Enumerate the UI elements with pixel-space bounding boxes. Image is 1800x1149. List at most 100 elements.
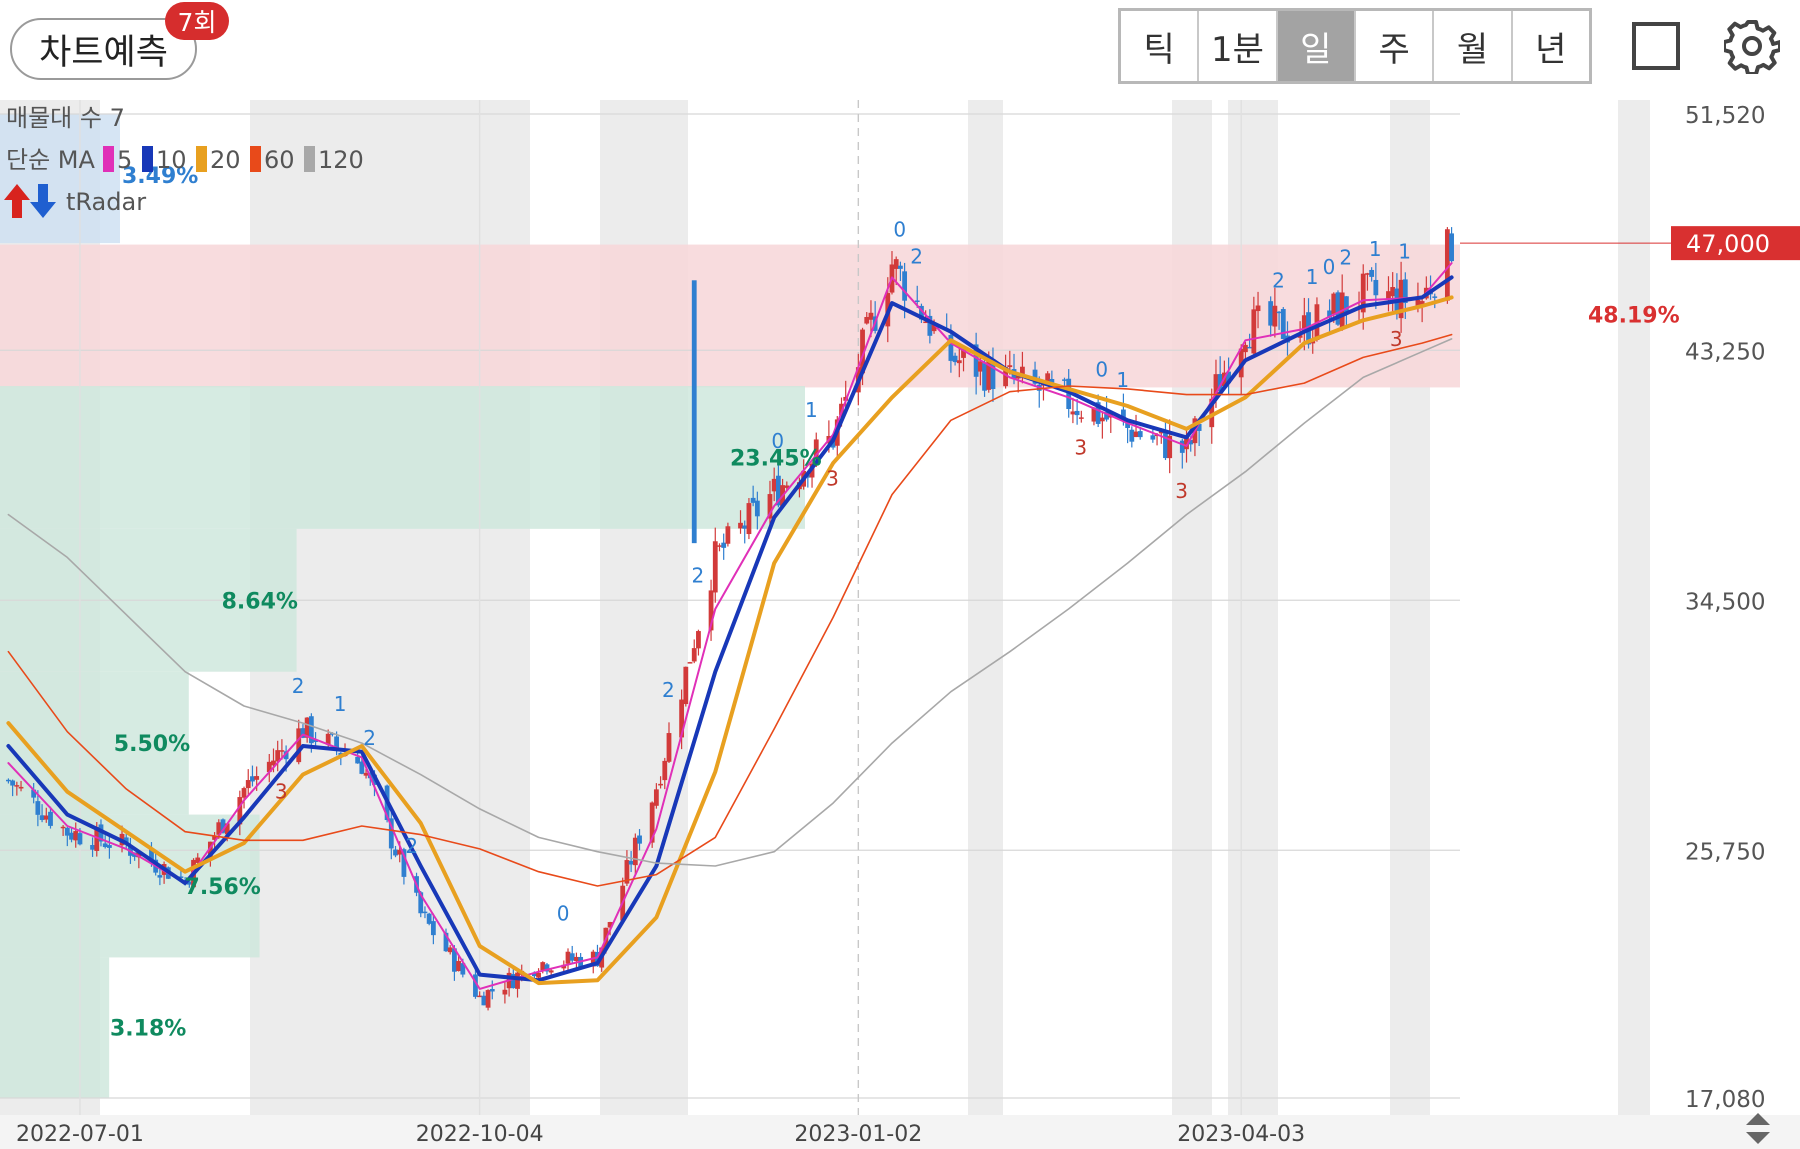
gear-icon[interactable] [1720, 14, 1784, 78]
candle-body [1331, 293, 1337, 314]
tab-week[interactable]: 주 [1356, 11, 1435, 81]
volume-profile-bar [0, 114, 120, 244]
candle-body [868, 312, 874, 320]
candle-body [271, 760, 276, 766]
candle-body [1070, 411, 1076, 415]
tab-year[interactable]: 년 [1535, 29, 1567, 70]
ma-60-swatch [250, 146, 261, 172]
candle-body [1062, 379, 1067, 381]
moving-averages [6, 262, 1454, 990]
candle-body [422, 911, 428, 914]
candle-body [6, 779, 11, 782]
square-icon[interactable] [1624, 14, 1688, 78]
candle-body [296, 728, 302, 763]
volume-profile [0, 114, 805, 1098]
radar-arrows-icon [4, 184, 56, 218]
radar-marker: 2 [363, 726, 376, 750]
candle-body [220, 819, 226, 833]
candle-body [961, 349, 966, 358]
candle-body [1217, 374, 1223, 392]
candle-body [102, 843, 108, 848]
candle-body [106, 845, 112, 848]
candle-body [653, 789, 659, 806]
radar-marker: 1 [805, 398, 818, 422]
candle-body [750, 497, 756, 503]
candle-body [1163, 431, 1168, 459]
y-tick-label: 17,080 [1685, 1087, 1765, 1113]
volume-profile-bar [0, 386, 805, 529]
candle-body [860, 329, 865, 374]
ma-10-swatch [142, 146, 153, 172]
candle-body [60, 826, 66, 829]
tab-month[interactable]: 월 [1434, 11, 1513, 81]
candle-body [502, 989, 508, 995]
ma-20-label: 20 [210, 146, 241, 174]
candle-body [649, 802, 655, 843]
volume-profile-label: 48.19% [1588, 304, 1680, 329]
candle-body [1074, 410, 1080, 416]
candle-body [687, 662, 693, 664]
volume-profile-label: 5.50% [114, 732, 190, 757]
candle-body [1390, 287, 1396, 297]
ma-5-swatch [103, 146, 114, 172]
candle-body [902, 271, 908, 301]
tab-1min[interactable]: 1분 [1199, 11, 1278, 81]
candle-body [574, 956, 579, 962]
candle-body [1129, 429, 1135, 442]
candle-body [1091, 407, 1097, 422]
candle-body [1133, 431, 1139, 438]
candle-body [691, 280, 697, 544]
tab-tick[interactable]: 틱 [1121, 11, 1200, 81]
volume-profile-labels: 3.49% 23.45% 8.64% 5.50% 7.56% 3.18% 48.19% [110, 164, 1680, 1042]
candle-body [334, 736, 339, 749]
candle-body [1449, 233, 1454, 262]
x-tick-label: 2022-07-01 [16, 1122, 144, 1147]
candle-body [1335, 292, 1341, 325]
candle-body [813, 439, 819, 459]
resistance-zone [0, 244, 1460, 388]
candle-body [279, 750, 285, 752]
candle-body [355, 756, 361, 764]
candle-body [754, 500, 760, 517]
candle-body [973, 344, 979, 377]
radar-marker: 0 [1323, 255, 1336, 279]
candle-body [746, 503, 752, 535]
candle-body [489, 989, 495, 992]
radar-marker: 1 [1306, 265, 1319, 289]
candle-body [237, 797, 243, 825]
candle-body [632, 837, 638, 866]
grid-lines [0, 100, 1460, 1115]
ma-20-line [6, 295, 1454, 986]
candle-body [927, 315, 933, 336]
candle-body [1226, 371, 1231, 384]
predict-count-badge: 7회 [165, 2, 229, 40]
candle-body [1104, 412, 1109, 420]
candle-body [73, 831, 79, 841]
legend-ma-title: 단순 MA [6, 146, 95, 174]
radar-marker: 1 [334, 692, 347, 716]
candle-body [510, 974, 516, 989]
candle-body [982, 363, 987, 391]
volume-profile-bar [0, 957, 110, 1098]
ma-10-line [6, 275, 1454, 983]
candle-body [1373, 279, 1379, 296]
candle-body [1007, 365, 1013, 368]
candle-body [531, 972, 537, 977]
candle-body [447, 947, 453, 953]
last-price-tag: 47,000 [1671, 226, 1800, 261]
scroll-handle-icon[interactable] [1746, 1113, 1770, 1144]
candle-body [393, 849, 398, 856]
y-tick-label: 34,500 [1685, 589, 1765, 615]
axes: 51,520 43,250 34,500 25,750 17,080 2022-07-01… [0, 103, 1800, 1149]
candle-body [662, 760, 668, 781]
volume-profile-label: 7.56% [185, 875, 261, 900]
candle-body [460, 963, 466, 975]
candle-body [325, 733, 331, 745]
candle-body [275, 750, 281, 762]
radar-marker: 3 [1390, 327, 1403, 351]
tab-day[interactable]: 일 [1277, 11, 1356, 81]
radar-marker: 1 [1369, 237, 1382, 261]
radar-marker: 2 [910, 245, 923, 269]
